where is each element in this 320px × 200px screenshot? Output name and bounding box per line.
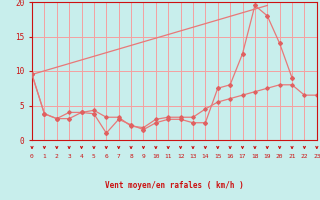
X-axis label: Vent moyen/en rafales ( km/h ): Vent moyen/en rafales ( km/h ) <box>105 181 244 190</box>
